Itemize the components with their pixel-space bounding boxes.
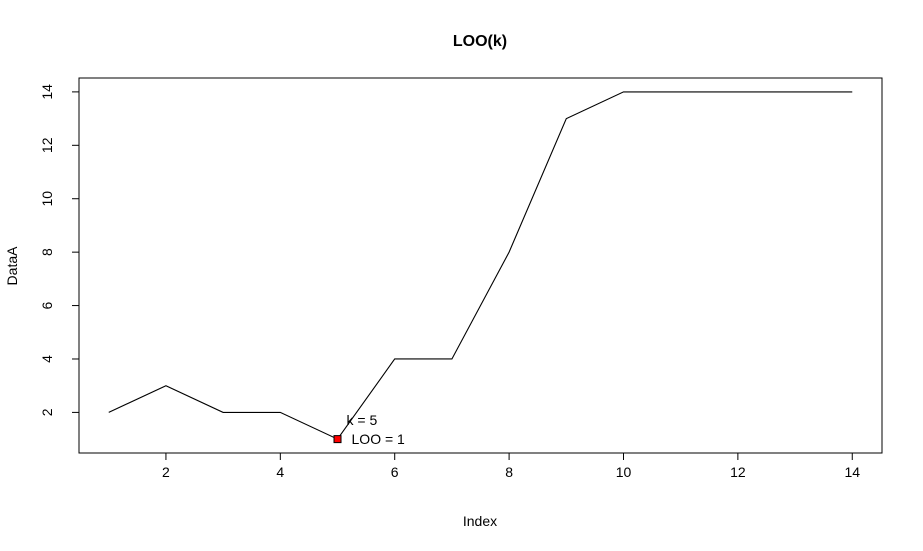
annotation-loo: LOO = 1	[352, 431, 406, 447]
plot-frame	[78, 77, 883, 454]
y-axis-label: DataA	[4, 246, 20, 286]
x-axis: 2 4 6 8 10 12 14	[162, 453, 860, 480]
x-tick-label: 6	[391, 464, 399, 480]
x-tick-label: 2	[162, 464, 170, 480]
x-tick-label: 14	[844, 464, 860, 480]
marker-group	[333, 435, 342, 444]
y-tick-label: 4	[39, 355, 55, 363]
y-tick-label: 12	[39, 137, 55, 153]
chart-title: LOO(k)	[453, 33, 507, 50]
y-axis: 2 4 6 8 10 12 14	[39, 84, 79, 416]
series-group	[108, 91, 853, 440]
y-tick-label: 2	[39, 408, 55, 416]
x-tick-label: 4	[276, 464, 284, 480]
y-tick-label: 6	[39, 301, 55, 309]
x-axis-label: Index	[463, 513, 497, 529]
y-tick-label: 14	[39, 84, 55, 100]
min-point-marker	[333, 435, 342, 444]
series-line	[108, 91, 853, 440]
y-tick-label: 8	[39, 248, 55, 256]
annotation-k: k = 5	[347, 412, 378, 428]
y-tick-label: 10	[39, 191, 55, 207]
x-tick-label: 10	[616, 464, 632, 480]
x-tick-label: 8	[505, 464, 513, 480]
x-tick-label: 12	[730, 464, 746, 480]
